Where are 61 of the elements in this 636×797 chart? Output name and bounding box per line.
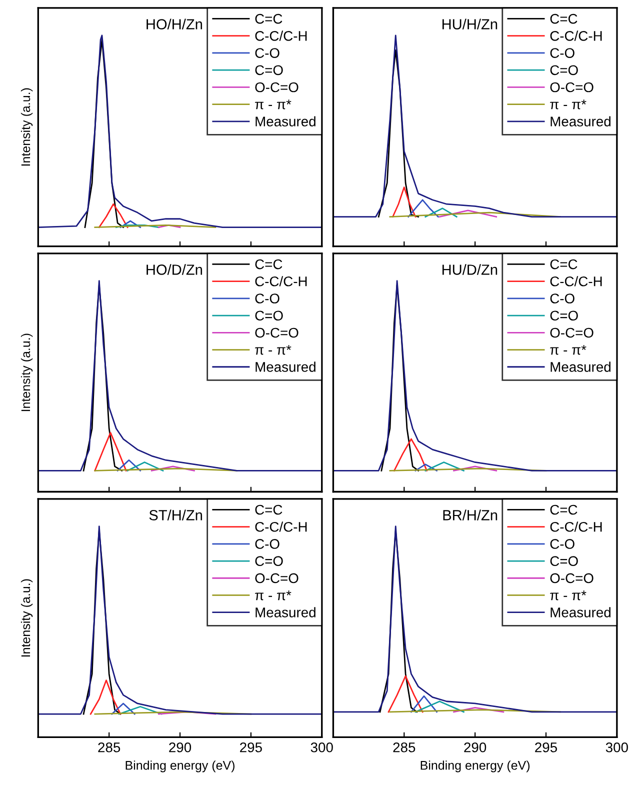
- x-tick-label: 285: [98, 742, 120, 752]
- legend-label: O-C=O: [255, 82, 298, 92]
- legend-label: π - π*: [550, 590, 586, 600]
- legend-label: π - π*: [550, 345, 586, 355]
- y-axis-title: Intensity (a.u.): [20, 334, 33, 412]
- legend-label: C=O: [255, 556, 283, 566]
- x-tick-label: 300: [310, 742, 333, 752]
- legend-label: C=O: [550, 65, 578, 76]
- x-axis-title: Binding energy (eV): [420, 760, 530, 772]
- text: HU/D/Zn: [442, 264, 498, 275]
- legend-label: π - π*: [255, 590, 292, 600]
- legend-label: C=C: [550, 14, 578, 24]
- legend-label: Measured: [256, 607, 316, 618]
- legend-label: C=C: [255, 259, 282, 270]
- text: HO/H/Zn: [146, 18, 202, 30]
- legend-label: O-C=O: [255, 328, 298, 338]
- legend-label: C=O: [550, 556, 578, 566]
- text: BR/H/Zn: [443, 510, 498, 520]
- legend-label: O-C=O: [550, 573, 594, 584]
- legend-label: C-C/C-H: [550, 276, 602, 286]
- x-tick-label: 295: [240, 742, 262, 752]
- legend-label: C-C/C-H: [255, 276, 307, 286]
- x-tick-label: 290: [169, 742, 192, 752]
- legend-label: C-O: [255, 294, 280, 304]
- x-axis-title: Binding energy (eV): [126, 760, 234, 772]
- x-tick-label: 290: [464, 742, 486, 752]
- legend-label: C=O: [255, 65, 283, 76]
- legend-label: O-C=O: [255, 573, 298, 584]
- legend-label: C-O: [550, 48, 574, 58]
- y-axis-title: Intensity (a.u.): [20, 579, 33, 657]
- legend-label: C-O: [550, 294, 574, 304]
- legend-label: C-O: [255, 48, 280, 58]
- legend-label: C=O: [255, 310, 283, 321]
- legend-label: C=C: [255, 14, 282, 24]
- legend-label: C-C/C-H: [550, 30, 602, 41]
- x-tick-label: 295: [535, 742, 557, 752]
- legend-label: C-O: [255, 539, 280, 549]
- legend-label: π - π*: [255, 100, 292, 110]
- legend-label: C=O: [550, 310, 578, 321]
- text: HU/H/Zn: [442, 18, 498, 30]
- legend-label: O-C=O: [550, 82, 594, 92]
- legend-label: C-C/C-H: [255, 30, 307, 41]
- legend-label: Measured: [550, 607, 610, 618]
- x-tick-label: 285: [393, 742, 416, 752]
- text: ST/H/Zn: [149, 510, 202, 520]
- legend-label: C-O: [550, 539, 574, 549]
- text: HO/D/Zn: [146, 264, 202, 275]
- legend-label: C=C: [550, 259, 578, 270]
- legend-label: C-C/C-H: [550, 522, 602, 532]
- legend-label: C=C: [255, 504, 282, 515]
- legend-label: π - π*: [255, 345, 292, 355]
- legend-label: C-C/C-H: [255, 522, 307, 532]
- legend-label: Measured: [550, 116, 610, 126]
- legend-label: π - π*: [550, 100, 586, 110]
- x-tick-label: 300: [606, 742, 628, 752]
- legend-label: Measured: [550, 362, 610, 372]
- legend-label: Measured: [256, 116, 316, 126]
- y-axis-title: Intensity (a.u.): [20, 88, 33, 166]
- legend-label: C=C: [550, 504, 578, 515]
- legend-label: O-C=O: [550, 328, 594, 338]
- legend-label: Measured: [256, 362, 316, 372]
